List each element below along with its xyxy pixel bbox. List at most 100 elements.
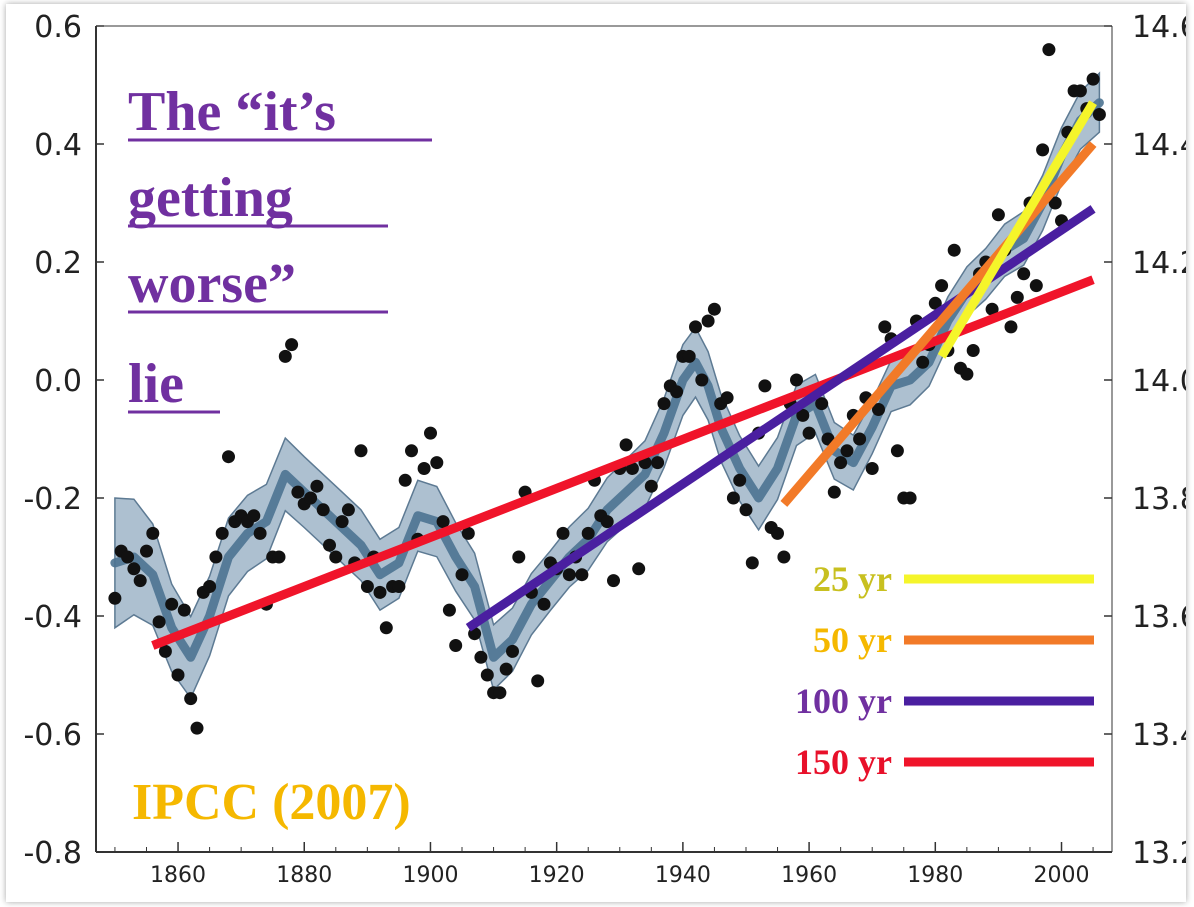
data-point-1872	[247, 509, 261, 523]
data-point-1866	[209, 550, 223, 564]
data-point-1882	[310, 479, 324, 493]
trend-lines-layer	[151, 100, 1097, 650]
chart-title: The “it’s getting worse” lie	[128, 81, 432, 415]
data-point-1895	[392, 580, 406, 593]
data-point-1861	[177, 603, 191, 617]
data-point-1878	[285, 338, 299, 352]
data-point-1974	[890, 444, 904, 458]
data-point-1971	[872, 403, 885, 416]
data-point-1879	[291, 485, 305, 499]
data-point-1911	[493, 686, 507, 700]
data-point-1858	[158, 644, 172, 658]
data-point-1990	[991, 208, 1005, 222]
x-tick-label: 1880	[276, 863, 332, 888]
data-point-1889	[354, 444, 368, 458]
data-point-1899	[417, 462, 431, 475]
data-point-1925	[581, 526, 595, 540]
legend-label-150yr: 150 yr	[795, 742, 892, 782]
trend-line-100yr	[465, 205, 1096, 632]
y-tick-label-right: 13.6	[1132, 600, 1186, 635]
y-tick-label-left: -0.4	[23, 600, 82, 635]
title-line-1: The “it’s	[128, 81, 336, 143]
source-label: IPCC (2007)	[132, 774, 411, 831]
data-point-1904	[449, 639, 463, 652]
data-point-1900	[424, 426, 437, 440]
y-tick-label-right: 14.4	[1132, 128, 1186, 163]
data-point-1966	[840, 444, 854, 458]
data-point-1956	[777, 550, 791, 564]
data-point-1896	[398, 473, 412, 487]
y-tick-label-right: 14.0	[1132, 364, 1186, 399]
data-point-1998	[1042, 43, 1056, 57]
data-point-1924	[575, 568, 589, 582]
data-point-1992	[1004, 320, 1018, 334]
data-point-1981	[935, 279, 949, 293]
trend-line-25yr	[937, 100, 1097, 359]
data-point-1890	[360, 580, 374, 593]
data-point-1983	[947, 243, 961, 257]
y-tick-label-left: 0.2	[34, 246, 82, 281]
data-point-1883	[316, 503, 330, 517]
data-point-1917	[531, 674, 545, 688]
x-tick-label: 1920	[529, 863, 585, 888]
data-point-1965	[834, 456, 848, 470]
data-point-1933	[632, 562, 646, 576]
data-point-1980	[928, 296, 942, 310]
y-tick-label-left: 0.6	[34, 10, 82, 45]
data-point-1972	[878, 320, 892, 334]
y-ticks-left: 0.6 0.4 0.2 0.0 -0.2 -0.4 -0.6 -0.8	[23, 10, 104, 871]
x-ticks: 1860 1880 1900 1920 1940 1960 1980 2000	[114, 842, 1094, 888]
y-tick-label-left: 0.0	[34, 364, 82, 399]
data-point-1949	[733, 473, 747, 487]
data-point-1932	[625, 462, 639, 475]
y-tick-label-left: 0.4	[34, 128, 82, 163]
data-point-1918	[537, 597, 551, 611]
data-point-1951	[745, 556, 759, 570]
data-point-1885	[329, 550, 343, 564]
data-point-1939	[670, 385, 684, 399]
x-tick-label: 1980	[907, 863, 963, 888]
data-point-1856	[146, 526, 160, 540]
data-point-1958	[790, 373, 803, 387]
data-point-1908	[474, 650, 488, 664]
x-tick-label: 1900	[402, 863, 458, 888]
data-point-1905	[455, 568, 469, 582]
data-point-1941	[682, 349, 696, 363]
data-point-1860	[171, 668, 185, 682]
data-point-1912	[499, 662, 513, 676]
smoothed-series-layer	[110, 98, 1104, 662]
data-point-1937	[657, 397, 671, 411]
data-point-1873	[253, 526, 267, 540]
data-point-1884	[323, 538, 336, 552]
data-point-1968	[853, 432, 867, 446]
data-point-1876	[272, 550, 286, 564]
data-point-1947	[720, 391, 734, 405]
data-point-1877	[278, 349, 292, 363]
data-point-1913	[506, 644, 519, 658]
data-point-1944	[701, 314, 715, 328]
data-point-1936	[651, 456, 665, 470]
data-point-2003	[1073, 84, 1087, 98]
y-tick-label-left: -0.8	[23, 836, 82, 871]
y-tick-label-right: 13.8	[1132, 482, 1186, 517]
data-point-1935	[644, 479, 658, 493]
data-point-1881	[304, 491, 318, 505]
data-point-2005	[1086, 72, 1100, 86]
data-point-1886	[335, 515, 349, 529]
data-point-1863	[190, 721, 204, 735]
data-point-1994	[1017, 267, 1031, 281]
data-point-1855	[140, 544, 153, 558]
data-point-1922	[562, 568, 576, 582]
data-point-1943	[695, 373, 709, 387]
y-tick-label-left: -0.2	[23, 482, 82, 517]
title-line-3: worse”	[128, 253, 296, 315]
data-point-1970	[865, 462, 879, 475]
data-point-1948	[726, 491, 740, 505]
data-point-2006	[1092, 108, 1106, 121]
y-tick-label-right: 14.2	[1132, 246, 1186, 281]
data-point-1914	[512, 550, 526, 564]
legend-label-50yr: 50 yr	[813, 620, 892, 660]
data-point-1909	[480, 668, 494, 682]
data-point-1978	[916, 355, 930, 369]
data-point-1850	[108, 591, 122, 605]
